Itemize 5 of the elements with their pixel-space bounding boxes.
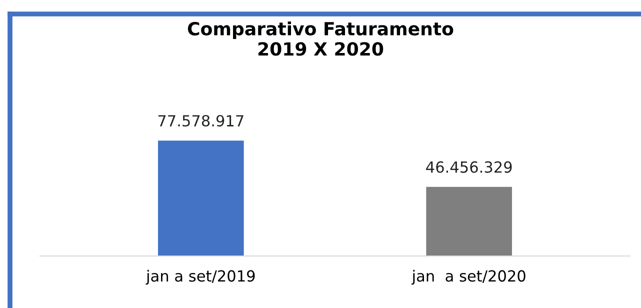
data-label: 77.578.917 [158, 114, 244, 127]
chart-title: Comparativo Faturamento 2019 X 2020 [188, 22, 454, 56]
data-label: 46.456.329 [426, 161, 512, 173]
x-tick-label: jan a set/2020 [412, 270, 526, 285]
x-tick-label: jan a set/2019 [146, 270, 255, 285]
